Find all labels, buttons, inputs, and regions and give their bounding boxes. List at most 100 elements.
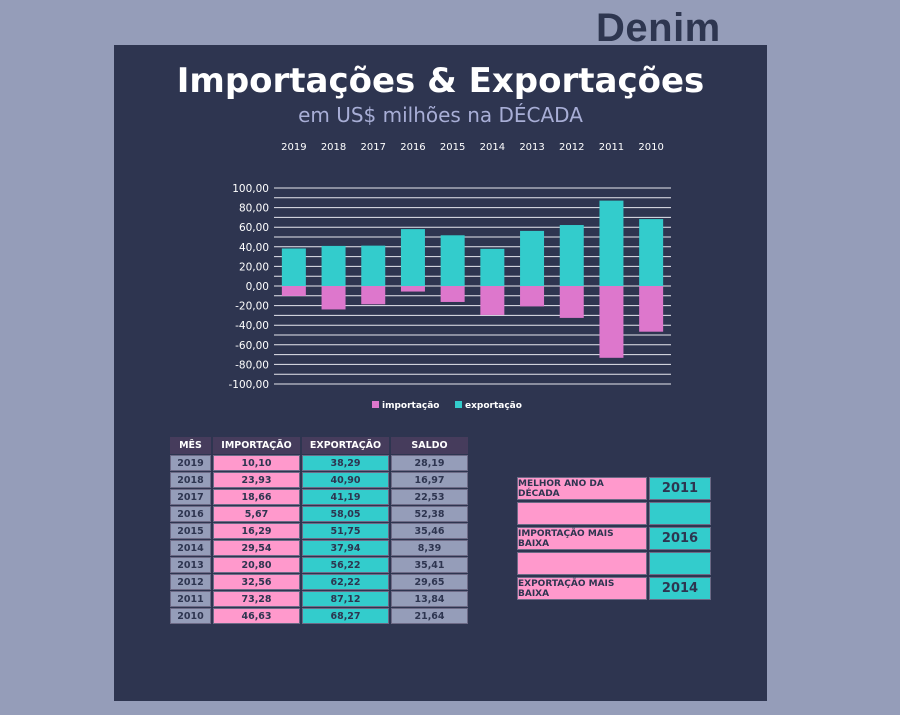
table-row: 2016 5,67 58,05 52,38	[170, 506, 468, 522]
cell-exportacao: 41,19	[302, 489, 389, 505]
y-tick-label: -20,00	[235, 301, 269, 313]
summary-label: MELHOR ANO DA DÉCADA	[517, 477, 647, 500]
cell-mes: 2017	[170, 489, 211, 505]
cell-mes: 2015	[170, 523, 211, 539]
header-exportacao: EXPORTAÇÃO	[302, 437, 389, 454]
bar-exportacao	[321, 245, 346, 286]
legend-label-exportacao: exportação	[465, 401, 522, 411]
table-row: 2017 18,66 41,19 22,53	[170, 489, 468, 505]
y-tick-label: 100,00	[232, 183, 269, 195]
cell-mes: 2012	[170, 574, 211, 590]
stacked-bar-chart: 100,00 80,00 60,00 40,00 20,00 0,00 -20,00 -40,…	[228, 142, 671, 411]
table-row: 2014 29,54 37,94 8,39	[170, 540, 468, 556]
cell-exportacao: 56,22	[302, 557, 389, 573]
bar-importacao	[520, 286, 545, 307]
table-row: 2018 23,93 40,90 16,97	[170, 472, 468, 488]
dashboard-panel: Importações & Exportações em US$ milhões…	[114, 45, 767, 701]
x-tick-label: 2015	[440, 142, 465, 153]
x-tick-label: 2019	[281, 142, 306, 153]
cell-exportacao: 38,29	[302, 455, 389, 471]
cell-importacao: 10,10	[213, 455, 300, 471]
bar-exportacao	[639, 219, 664, 286]
bar-exportacao	[281, 248, 306, 286]
cell-saldo: 52,38	[391, 506, 468, 522]
cell-importacao: 20,80	[213, 557, 300, 573]
cell-importacao: 46,63	[213, 608, 300, 624]
cell-saldo: 21,64	[391, 608, 468, 624]
x-tick-label: 2017	[361, 142, 386, 153]
y-tick-label: -80,00	[235, 359, 269, 371]
summary-label	[517, 552, 647, 575]
bar-exportacao	[599, 200, 624, 286]
cell-importacao: 16,29	[213, 523, 300, 539]
x-tick-label: 2013	[519, 142, 544, 153]
summary-row-importacao: IMPORTAÇÃO MAIS BAIXA 2016	[517, 527, 711, 550]
cell-exportacao: 37,94	[302, 540, 389, 556]
table-row: 2010 46,63 68,27 21,64	[170, 608, 468, 624]
table-row: 2012 32,56 62,22 29,65	[170, 574, 468, 590]
bar-importacao	[480, 286, 505, 315]
cell-exportacao: 58,05	[302, 506, 389, 522]
bar-importacao	[599, 286, 624, 358]
header-saldo: SALDO	[391, 437, 468, 454]
summary-label	[517, 502, 647, 525]
legend-swatch-exportacao	[455, 401, 462, 408]
summary-row-melhor-ano: MELHOR ANO DA DÉCADA 2011	[517, 477, 711, 500]
cell-importacao: 73,28	[213, 591, 300, 607]
x-tick-label: 2010	[638, 142, 663, 153]
x-tick-label: 2018	[321, 142, 346, 153]
summary-table: MELHOR ANO DA DÉCADA 2011 IMPORTAÇÃO MAI…	[515, 475, 713, 602]
table-row: 2013 20,80 56,22 35,41	[170, 557, 468, 573]
cell-exportacao: 87,12	[302, 591, 389, 607]
y-tick-label: -100,00	[228, 379, 269, 391]
cell-exportacao: 40,90	[302, 472, 389, 488]
bar-importacao	[361, 286, 386, 305]
table-row: 2011 73,28 87,12 13,84	[170, 591, 468, 607]
chart-title: Importações & Exportações	[176, 61, 705, 101]
x-tick-label: 2011	[599, 142, 624, 153]
y-tick-label: 60,00	[239, 222, 269, 234]
cell-saldo: 28,19	[391, 455, 468, 471]
cell-saldo: 29,65	[391, 574, 468, 590]
x-tick-label: 2014	[480, 142, 505, 153]
bar-importacao	[400, 286, 425, 292]
bar-importacao	[559, 286, 584, 318]
cell-exportacao: 62,22	[302, 574, 389, 590]
y-tick-label: -40,00	[235, 320, 269, 332]
summary-row-empty	[517, 502, 711, 525]
summary-value: 2016	[649, 527, 711, 550]
table-row: 2019 10,10 38,29 28,19	[170, 455, 468, 471]
bar-importacao	[281, 286, 306, 296]
cell-mes: 2014	[170, 540, 211, 556]
cell-saldo: 8,39	[391, 540, 468, 556]
legend-swatch-importacao	[372, 401, 379, 408]
cell-importacao: 18,66	[213, 489, 300, 505]
cell-mes: 2011	[170, 591, 211, 607]
bar-exportacao	[480, 248, 505, 286]
cell-saldo: 35,41	[391, 557, 468, 573]
cell-saldo: 35,46	[391, 523, 468, 539]
bar-exportacao	[361, 245, 386, 286]
y-tick-label: 20,00	[239, 261, 269, 273]
y-tick-label: -60,00	[235, 340, 269, 352]
chart-subtitle: em US$ milhões na DÉCADA	[298, 103, 583, 127]
legend-label-importacao: importação	[382, 401, 440, 411]
summary-value: 2014	[649, 577, 711, 600]
cell-importacao: 23,93	[213, 472, 300, 488]
summary-value	[649, 502, 711, 525]
cell-importacao: 29,54	[213, 540, 300, 556]
header-mes: MÊS	[170, 437, 211, 454]
cell-mes: 2013	[170, 557, 211, 573]
cell-saldo: 22,53	[391, 489, 468, 505]
bar-importacao	[321, 286, 346, 310]
bar-exportacao	[559, 225, 584, 286]
header-importacao: IMPORTAÇÃO	[213, 437, 300, 454]
brand-logo: Denim	[596, 6, 721, 50]
summary-value	[649, 552, 711, 575]
summary-row-empty	[517, 552, 711, 575]
cell-importacao: 5,67	[213, 506, 300, 522]
table-row: 2015 16,29 51,75 35,46	[170, 523, 468, 539]
y-tick-label: 80,00	[239, 203, 269, 215]
bar-importacao	[639, 286, 664, 332]
cell-mes: 2019	[170, 455, 211, 471]
